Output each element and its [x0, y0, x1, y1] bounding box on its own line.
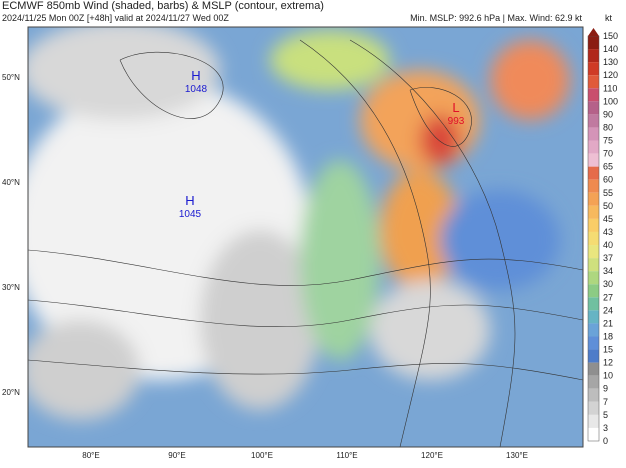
colorbar-label: 43: [603, 227, 613, 237]
colorbar-label: 12: [603, 358, 613, 368]
colorbar-segment: [588, 205, 599, 219]
colorbar-label: 34: [603, 266, 613, 276]
colorbar-segment: [588, 427, 599, 441]
colorbar-segment: [588, 88, 599, 102]
colorbar-segment: [588, 153, 599, 167]
extremum-type: H: [191, 68, 200, 83]
colorbar-label: 50: [603, 201, 613, 211]
colorbar-segment: [588, 75, 599, 89]
colorbar-label: 75: [603, 136, 613, 146]
lon-label: 100°E: [251, 451, 273, 460]
colorbar-label: 55: [603, 188, 613, 198]
colorbar-segment: [588, 258, 599, 272]
colorbar-segment: [588, 179, 599, 193]
lon-label: 110°E: [336, 451, 357, 460]
extremum-type: L: [452, 100, 459, 115]
colorbar-segment: [588, 414, 599, 428]
colorbar-segment: [588, 323, 599, 337]
colorbar-segment: [588, 127, 599, 141]
colorbar-label: 18: [603, 331, 613, 341]
colorbar-label: 60: [603, 175, 613, 185]
colorbar-label: 120: [603, 70, 618, 80]
lat-label: 30°N: [2, 283, 20, 292]
colorbar-segment: [588, 231, 599, 246]
lat-label: 40°N: [2, 178, 20, 187]
colorbar-label: 110: [603, 83, 617, 93]
colorbar-label: 140: [603, 44, 618, 54]
map-frame: [27, 26, 584, 448]
colorbar-segment: [588, 336, 599, 350]
colorbar-label: 40: [603, 240, 613, 250]
colorbar-label: 70: [603, 149, 613, 159]
colorbar-segment: [588, 271, 599, 285]
lon-label: 80°E: [82, 451, 99, 460]
colorbar-segment: [588, 140, 599, 154]
colorbar-segment: [588, 62, 599, 76]
colorbar-segment: [588, 284, 599, 298]
extremum-type: H: [185, 193, 194, 208]
colorbar-label: 130: [603, 57, 618, 67]
colorbar-label: 7: [603, 397, 608, 407]
colorbar-label: 10: [603, 371, 613, 381]
colorbar-segment: [588, 218, 599, 232]
colorbar-segment: [588, 166, 599, 180]
colorbar-label: 3: [603, 423, 608, 433]
colorbar-segment: [588, 49, 599, 63]
colorbar-segment: [588, 297, 599, 311]
lon-label: 90°E: [168, 451, 185, 460]
extremum-value: 1048: [185, 84, 208, 95]
colorbar-label: 65: [603, 162, 613, 172]
colorbar-segment: [588, 245, 599, 259]
lat-label: 20°N: [2, 388, 20, 397]
stats: Min. MSLP: 992.6 hPa | Max. Wind: 62.9 k…: [410, 13, 582, 23]
colorbar-segment: [588, 362, 599, 376]
colorbar-label: 30: [603, 279, 613, 289]
colorbar-label: 24: [603, 305, 613, 315]
lat-label: 50°N: [2, 73, 20, 82]
colorbar-tip: [588, 28, 599, 36]
colorbar-label: 15: [603, 345, 613, 355]
subtitle: 2024/11/25 Mon 00Z [+48h] valid at 2024/…: [2, 13, 229, 23]
unit: kt: [605, 13, 613, 23]
colorbar-segment: [588, 114, 599, 128]
colorbar-label: 100: [603, 96, 618, 106]
title: ECMWF 850mb Wind (shaded, barbs) & MSLP …: [2, 0, 324, 12]
colorbar-label: 0: [603, 436, 608, 446]
colorbar-label: 45: [603, 214, 613, 224]
extremum-value: 1045: [179, 209, 202, 220]
colorbar-label: 80: [603, 122, 613, 132]
colorbar-label: 90: [603, 109, 613, 119]
colorbar-segment: [588, 101, 599, 115]
colorbar-segment: [588, 388, 599, 402]
lon-label: 130°E: [506, 451, 528, 460]
colorbar-label: 21: [603, 318, 613, 328]
colorbar-label: 27: [603, 292, 613, 302]
colorbar-segment: [588, 36, 599, 50]
colorbar-label: 9: [603, 384, 608, 394]
colorbar-label: 37: [603, 253, 613, 263]
colorbar-segment: [588, 375, 599, 389]
colorbar-segment: [588, 192, 599, 206]
extremum-value: 993: [448, 116, 465, 127]
map: [28, 27, 583, 447]
colorbar-segment: [588, 349, 599, 363]
colorbar-label: 5: [603, 410, 608, 420]
lon-label: 120°E: [421, 451, 443, 460]
colorbar-label: 150: [603, 31, 618, 41]
colorbar-segment: [588, 401, 599, 415]
colorbar-segment: [588, 310, 599, 324]
